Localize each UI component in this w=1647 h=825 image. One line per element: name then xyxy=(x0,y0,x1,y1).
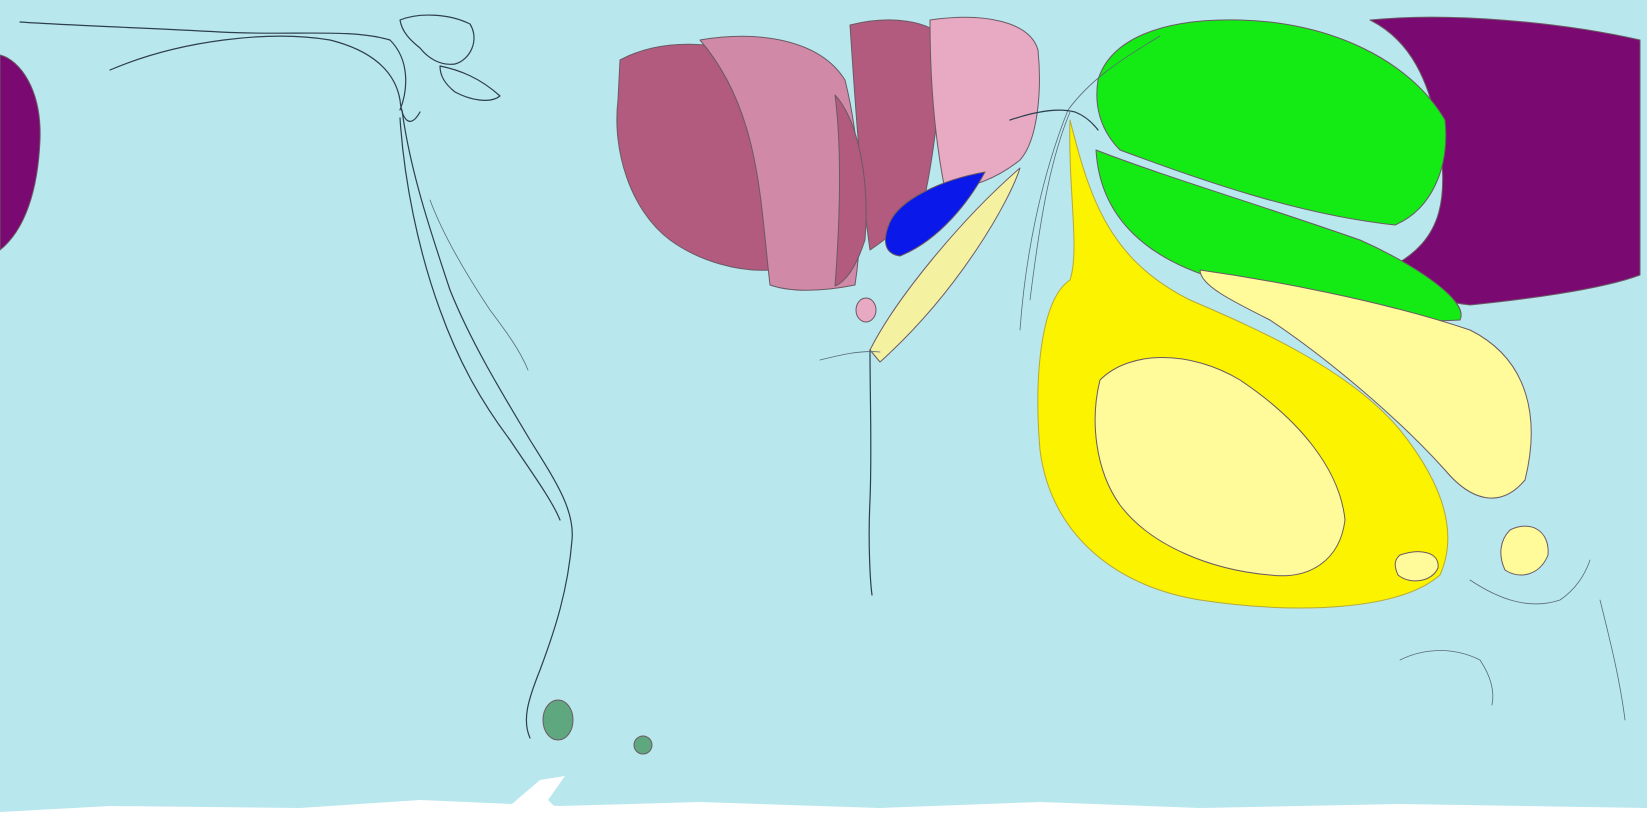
green-upper xyxy=(1096,19,1447,226)
antarctica-strip xyxy=(0,800,1647,825)
green-lower xyxy=(1095,149,1462,322)
americas-spine xyxy=(401,109,573,739)
blue-lens xyxy=(884,171,986,257)
asia-hub-lines-2 xyxy=(1029,111,1071,301)
africa-line-detail xyxy=(819,351,881,361)
antarctica-spur xyxy=(505,776,565,812)
mauve-mid xyxy=(699,35,861,291)
arctic-islands-2 xyxy=(439,65,501,101)
asia-connector-west xyxy=(1019,109,1069,331)
purple-west-edge xyxy=(0,54,41,251)
yellow-southeast-islands-2 xyxy=(1394,551,1439,582)
americas-spine-west xyxy=(399,117,561,521)
yellow-southeast xyxy=(1199,269,1532,499)
teal-island-small xyxy=(633,735,653,755)
yellow-light-blob xyxy=(1094,357,1346,577)
teal-island-large xyxy=(542,699,574,741)
yellow-southeast-islands xyxy=(1500,525,1549,576)
asia-connector-east xyxy=(1067,35,1161,111)
mauve-dark-center-lobe xyxy=(834,94,867,287)
arctic-islands xyxy=(399,14,475,65)
mauve-light-east xyxy=(929,16,1040,191)
americas-spine-detail xyxy=(429,199,529,371)
africa-line xyxy=(868,349,873,596)
southeast-islands-line-2 xyxy=(1469,559,1591,605)
north-coast-line xyxy=(19,21,407,111)
mauve-islet xyxy=(855,297,877,323)
southeast-islands-line xyxy=(1399,650,1494,706)
pale-yellow-sliver xyxy=(869,167,1021,363)
asia-hub-lines xyxy=(1009,109,1099,131)
pacific-east-edge xyxy=(1599,599,1626,721)
